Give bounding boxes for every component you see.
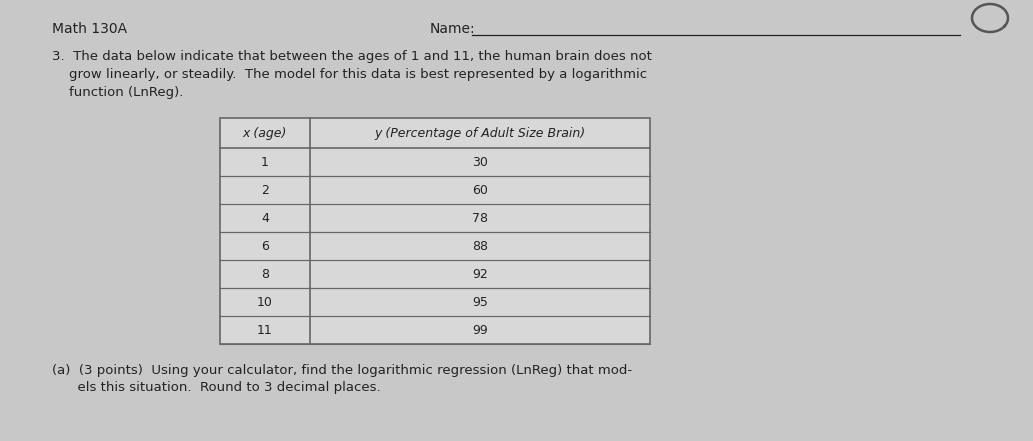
- Bar: [220, 118, 650, 344]
- Text: Name:: Name:: [430, 22, 475, 36]
- Text: 6: 6: [261, 239, 269, 253]
- Text: 92: 92: [472, 268, 488, 280]
- Text: 2: 2: [261, 183, 269, 197]
- Text: 78: 78: [472, 212, 488, 224]
- Text: y (Percentage of Adult Size Brain): y (Percentage of Adult Size Brain): [374, 127, 586, 139]
- Text: 95: 95: [472, 295, 488, 309]
- Text: 3.  The data below indicate that between the ages of 1 and 11, the human brain d: 3. The data below indicate that between …: [52, 50, 652, 63]
- Text: 11: 11: [257, 324, 273, 336]
- Text: x (age): x (age): [243, 127, 287, 139]
- Text: 88: 88: [472, 239, 488, 253]
- Text: Math 130A: Math 130A: [52, 22, 127, 36]
- Text: (a)  (3 points)  Using your calculator, find the logarithmic regression (LnReg) : (a) (3 points) Using your calculator, fi…: [52, 364, 632, 377]
- Text: els this situation.  Round to 3 decimal places.: els this situation. Round to 3 decimal p…: [52, 381, 380, 394]
- Text: 1: 1: [261, 156, 269, 168]
- Text: 99: 99: [472, 324, 488, 336]
- Text: 30: 30: [472, 156, 488, 168]
- Text: 60: 60: [472, 183, 488, 197]
- Text: grow linearly, or steadily.  The model for this data is best represented by a lo: grow linearly, or steadily. The model fo…: [52, 68, 647, 81]
- Text: 8: 8: [261, 268, 269, 280]
- Text: 4: 4: [261, 212, 269, 224]
- Text: function (LnReg).: function (LnReg).: [52, 86, 184, 99]
- Text: 10: 10: [257, 295, 273, 309]
